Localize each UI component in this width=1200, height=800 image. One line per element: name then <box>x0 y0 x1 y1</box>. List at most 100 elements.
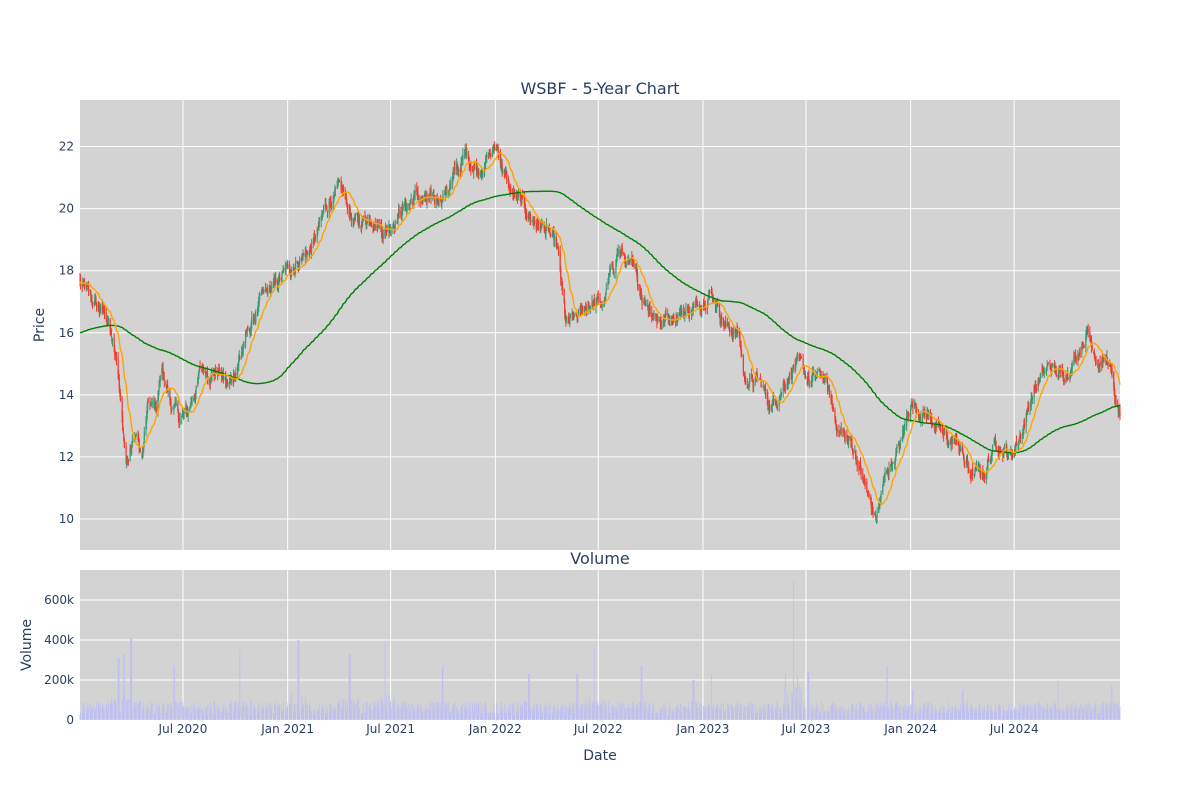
candle-down <box>98 307 100 312</box>
volume-bar <box>744 705 746 720</box>
volume-bar <box>971 709 973 720</box>
candle-down <box>766 393 768 399</box>
volume-bar <box>83 712 84 720</box>
volume-bar <box>270 711 271 720</box>
candle-up <box>884 473 886 477</box>
candle-down <box>714 303 717 307</box>
candle-down <box>744 375 746 380</box>
candle-up <box>256 312 259 315</box>
volume-bar <box>94 713 96 720</box>
volume-bar <box>720 703 722 720</box>
volume-bar <box>202 708 204 720</box>
volume-bar <box>1089 703 1091 720</box>
candle-up <box>334 187 337 190</box>
candle-down <box>925 416 928 418</box>
volume-bar <box>1082 707 1084 720</box>
volume-bar <box>1086 705 1088 720</box>
volume-bar <box>1035 704 1037 720</box>
volume-bar <box>652 705 654 720</box>
candle-down <box>289 272 292 274</box>
volume-bar <box>1107 704 1108 720</box>
candle-down <box>519 192 521 196</box>
volume-bar <box>493 705 495 720</box>
volume-bar <box>1050 706 1051 720</box>
candle-down <box>229 381 231 385</box>
candle-down <box>802 359 804 368</box>
candle-down <box>1063 374 1065 380</box>
volume-bar <box>851 706 853 720</box>
volume-bar <box>898 705 900 720</box>
volume-bar <box>1091 708 1093 720</box>
volume-bar <box>774 708 776 720</box>
volume-bar <box>519 704 521 720</box>
volume-bar <box>226 711 228 720</box>
candle-up <box>210 377 212 383</box>
volume-bar <box>342 710 344 720</box>
volume-bar <box>394 709 396 720</box>
volume-bar <box>675 711 677 720</box>
candle-up <box>906 415 908 426</box>
volume-bar <box>1002 714 1004 720</box>
candle-up <box>1039 378 1041 381</box>
candle-up <box>258 302 260 307</box>
candle-up <box>788 373 791 381</box>
volume-bar <box>354 703 356 720</box>
candle-up <box>426 197 428 203</box>
candle-up <box>804 373 806 375</box>
volume-bar <box>170 702 172 720</box>
volume-bar <box>612 708 613 720</box>
candle-down <box>269 285 271 292</box>
volume-bar <box>346 701 348 720</box>
candle-down <box>563 288 565 303</box>
volume-bar <box>509 710 510 720</box>
volume-bar <box>695 702 697 720</box>
candle-down <box>972 469 974 477</box>
volume-bar <box>777 701 778 720</box>
volume-bar <box>782 704 784 720</box>
candle-up <box>392 226 394 229</box>
volume-bar <box>452 709 454 720</box>
volume-bar <box>962 690 964 720</box>
candle-down <box>226 384 228 386</box>
candle-up <box>882 485 884 493</box>
volume-bar <box>186 710 188 720</box>
volume-bar <box>1117 703 1119 720</box>
candle-up <box>960 446 962 452</box>
volume-bar <box>993 712 995 720</box>
candle-down <box>293 267 295 272</box>
candle-down <box>652 315 654 319</box>
volume-bar <box>785 672 786 720</box>
volume-bar <box>534 709 535 720</box>
volume-bar <box>389 695 390 720</box>
volume-bar <box>647 710 649 720</box>
candle-up <box>250 323 252 332</box>
candle-up <box>193 398 195 402</box>
candle-up <box>99 308 102 314</box>
volume-bar <box>588 702 590 720</box>
candle-down <box>357 215 359 222</box>
volume-bar <box>100 704 101 720</box>
volume-bar <box>306 710 307 720</box>
volume-bar <box>962 690 963 720</box>
price-tick-label: 18 <box>59 264 74 278</box>
candle-down <box>760 380 762 387</box>
volume-bar <box>951 713 952 720</box>
volume-bar <box>623 704 625 720</box>
candle-up <box>283 268 285 271</box>
volume-bar <box>461 706 463 720</box>
candle-up <box>607 282 609 287</box>
candle-down <box>964 461 966 463</box>
volume-bar <box>163 709 165 720</box>
candle-down <box>665 312 667 315</box>
volume-bar <box>506 712 508 720</box>
volume-bar <box>775 709 777 720</box>
volume-bar <box>229 700 231 720</box>
volume-bar <box>521 704 522 720</box>
candle-down <box>639 284 641 290</box>
candle-up <box>993 439 995 445</box>
candle-down <box>165 381 167 384</box>
volume-bar <box>329 705 331 720</box>
volume-bar <box>242 701 244 720</box>
candle-up <box>464 150 466 155</box>
volume-bar <box>425 704 427 720</box>
